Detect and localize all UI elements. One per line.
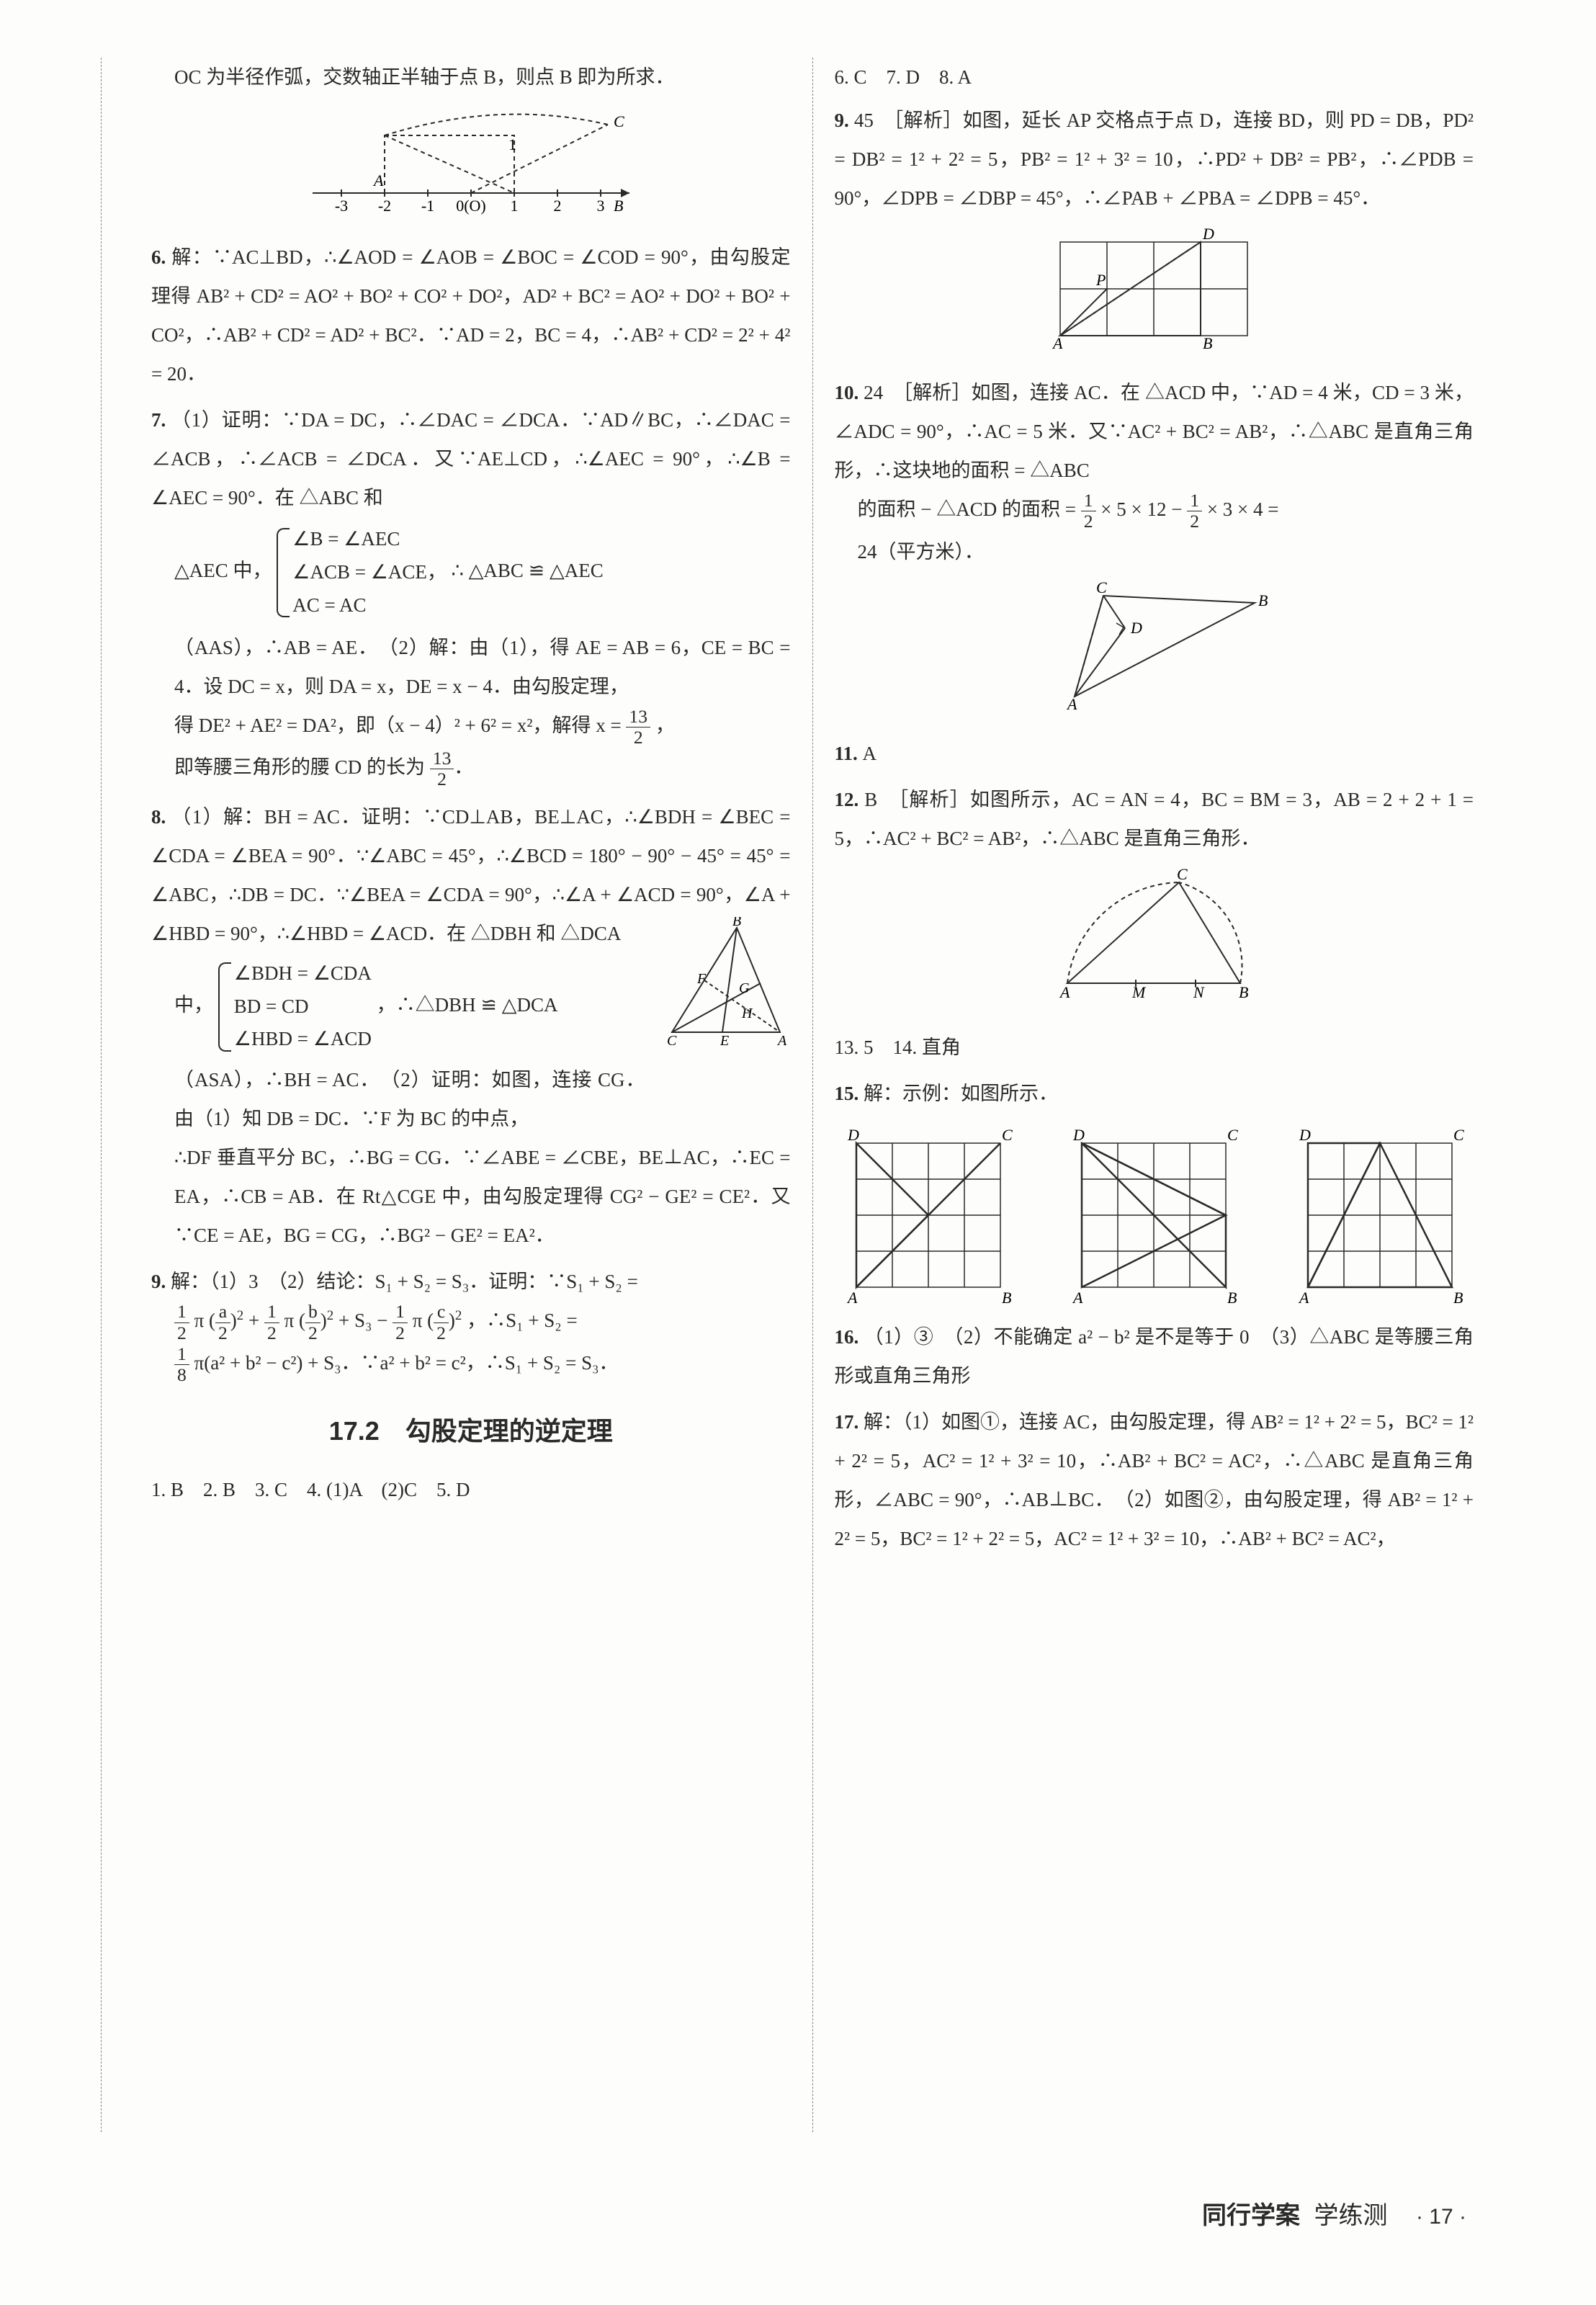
svg-text:F: F [696,971,707,987]
svg-text:B: B [1002,1289,1011,1307]
problem-6-num: 6. [151,246,171,268]
svg-text:B: B [1227,1289,1237,1307]
problem-16: 16. （1）③ （2）不能确定 a² − b² 是不是等于 0 （3）△ABC… [835,1317,1474,1395]
problem-17-num: 17. [835,1411,864,1433]
problem-12: 12. B ［解析］如图所示，AC = AN = 4，BC = BM = 3，A… [835,780,1474,858]
svg-text:M: M [1131,983,1147,1001]
svg-text:-2: -2 [378,197,391,215]
svg-text:B: B [1239,983,1248,1001]
answer-line-left: 1. B 2. B 3. C 4. (1)A (2)C 5. D [151,1470,791,1509]
problem-11: 11. A [835,734,1474,773]
svg-text:0(O): 0(O) [456,197,486,215]
figure-15-grids: D C A B D C A B [835,1122,1474,1309]
svg-text:1: 1 [508,135,516,153]
svg-text:B: B [732,917,740,929]
svg-text:B: B [1453,1289,1463,1307]
svg-text:C: C [1453,1126,1464,1144]
figure-12: C A M N B [835,868,1474,1018]
figure-9: P D A B [835,228,1474,363]
svg-text:D: D [1202,228,1214,243]
svg-text:A: A [372,171,384,189]
svg-text:E: E [719,1033,729,1047]
svg-text:A: A [1059,983,1070,1001]
svg-text:3: 3 [596,197,604,215]
svg-text:-3: -3 [335,197,348,215]
svg-text:C: C [1002,1126,1013,1144]
svg-text:A: A [1052,334,1063,350]
problem-13-14: 13. 5 14. 直角 [835,1028,1474,1067]
intro-text: OC 为半径作弧，交数轴正半轴于点 B，则点 B 即为所求． [151,58,791,97]
svg-text:A: A [1072,1289,1083,1307]
problem-12-num: 12. [835,789,865,810]
problem-7-num: 7. [151,409,171,431]
right-column: 6. C 7. D 8. A 9. 45 ［解析］如图，延长 AP 交格点于点 … [813,58,1496,2132]
left-column: OC 为半径作弧，交数轴正半轴于点 B，则点 B 即为所求． -3 -2 -1 [130,58,813,2132]
problem-6: 6. 解：∵AC⊥BD，∴∠AOD = ∠AOB = ∠BOC = ∠COD =… [151,238,791,393]
svg-text:A: A [846,1289,858,1307]
answer-line-right1: 6. C 7. D 8. A [835,58,1474,97]
problem-8: 8. （1）解：BH = AC．证明：∵CD⊥AB，BE⊥AC，∴∠BDH = … [151,797,791,1256]
page-footer: 同行学案 学练测 · 17 · [1202,2191,1466,2240]
figure-10: C B D A [835,581,1474,724]
svg-text:D: D [847,1126,859,1144]
problem-17: 17. 解：（1）如图①，连接 AC，由勾股定理，得 AB² = 1² + 2²… [835,1402,1474,1558]
svg-text:C: C [1227,1126,1238,1144]
footer-brand-b: 学练测 [1314,2202,1387,2229]
problem-15-num: 15. [835,1083,864,1104]
problem-9-right: 9. 45 ［解析］如图，延长 AP 交格点于点 D，连接 BD，则 PD = … [835,101,1474,218]
svg-text:G: G [739,980,750,996]
svg-text:2: 2 [553,197,561,215]
svg-text:P: P [1095,271,1106,289]
figure-numberline: -3 -2 -1 0(O) 1 2 3 A C B 1 [151,107,791,228]
svg-text:-1: -1 [421,197,434,215]
problem-10-num: 10. [835,382,864,403]
problem-9-left-num: 9. [151,1271,171,1292]
svg-text:A: A [1066,695,1077,711]
footer-brand-a: 同行学案 [1202,2202,1300,2229]
problem-7: 7. （1）证明：∵DA = DC，∴∠DAC = ∠DCA．∵AD∥BC，∴∠… [151,400,791,790]
svg-text:B: B [614,197,623,215]
svg-text:C: C [614,112,624,130]
svg-text:C: C [1096,581,1107,596]
svg-text:D: D [1299,1126,1311,1144]
svg-text:1: 1 [510,197,518,215]
svg-text:A: A [776,1033,787,1047]
problem-8-num: 8. [151,806,171,828]
problem-9-left: 9. 解：（1）3 （2）结论：S₁ + S₂ = S₃．证明：∵S₁ + S₂… [151,1262,791,1385]
problem-16-num: 16. [835,1326,864,1348]
svg-text:H: H [741,1006,753,1021]
svg-text:A: A [1298,1289,1309,1307]
svg-text:C: C [1177,868,1188,883]
figure-8: B F G H C E A [654,917,791,1060]
problem-11-num: 11. [835,743,863,764]
problem-15: 15. 解：示例：如图所示． [835,1074,1474,1113]
svg-text:D: D [1072,1126,1085,1144]
svg-text:B: B [1258,591,1268,609]
svg-text:C: C [667,1033,677,1047]
svg-text:B: B [1203,334,1212,350]
problem-9-right-num: 9. [835,109,854,131]
section-title: 17.2 勾股定理的逆定理 [151,1405,791,1457]
problem-10: 10. 24 ［解析］如图，连接 AC．在 △ACD 中，∵AD = 4 米，C… [835,373,1474,571]
svg-text:D: D [1130,619,1142,637]
page-number: 17 [1429,2205,1453,2229]
svg-text:N: N [1193,983,1205,1001]
